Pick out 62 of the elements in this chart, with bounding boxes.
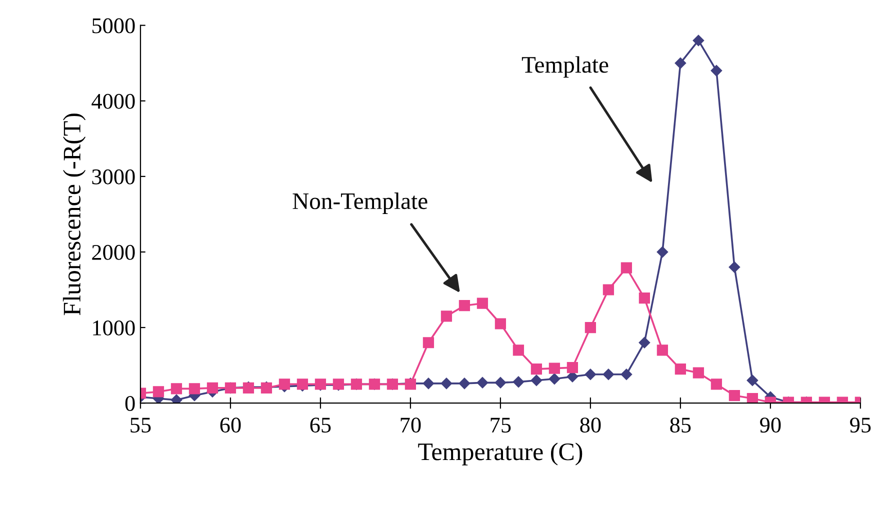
x-tick-label: 60 <box>220 418 241 433</box>
point <box>620 262 632 274</box>
point <box>278 378 290 390</box>
point <box>512 376 524 388</box>
y-tick-label: 3000 <box>92 169 135 184</box>
y-tick-label: 4000 <box>92 94 135 109</box>
point <box>746 374 758 386</box>
point <box>458 378 470 390</box>
x-tick-label: 85 <box>670 418 691 433</box>
point <box>728 261 740 273</box>
x-tick-label: 95 <box>850 418 871 433</box>
point <box>530 364 542 375</box>
y-axis-title: Fluorescence (-R(T) <box>62 114 86 316</box>
point <box>512 344 524 356</box>
point <box>566 362 578 374</box>
point <box>548 362 560 374</box>
point <box>656 246 668 258</box>
point <box>170 383 182 394</box>
point <box>440 310 452 322</box>
x-tick-label: 75 <box>490 418 511 433</box>
point <box>530 374 542 386</box>
point <box>674 58 686 69</box>
point <box>692 34 704 46</box>
point <box>494 318 506 330</box>
point <box>620 368 632 380</box>
point <box>476 298 488 309</box>
point <box>548 373 560 384</box>
annotation: Non-Template <box>292 192 428 214</box>
x-tick-label: 70 <box>400 418 421 433</box>
point <box>602 368 614 380</box>
y-tick-label: 1000 <box>93 320 135 336</box>
point <box>206 382 218 394</box>
y-tick-label: 2000 <box>92 244 135 260</box>
point <box>602 284 614 296</box>
point <box>746 392 758 404</box>
point <box>584 322 596 334</box>
point <box>422 378 434 390</box>
point <box>422 337 434 348</box>
point <box>152 386 164 398</box>
point <box>584 368 596 380</box>
y-tick-label: 0 <box>125 396 135 411</box>
point <box>674 364 686 375</box>
point <box>638 292 650 304</box>
x-tick-label: 90 <box>760 418 781 433</box>
point <box>728 390 740 402</box>
x-tick-label: 80 <box>580 418 601 433</box>
x-tick-label: 65 <box>310 418 331 433</box>
point <box>656 344 668 356</box>
point <box>692 367 704 378</box>
point <box>710 65 722 76</box>
point <box>170 394 182 404</box>
point <box>458 300 470 312</box>
y-tick-label: 5000 <box>92 18 135 34</box>
point <box>638 337 650 348</box>
point <box>476 377 488 388</box>
point <box>710 378 722 390</box>
x-tick-label: 55 <box>130 418 151 433</box>
point <box>440 378 452 390</box>
point <box>188 383 200 394</box>
x-axis-title: Temperature (C) <box>418 442 582 466</box>
point <box>494 377 506 388</box>
annotation: Template <box>522 56 608 78</box>
